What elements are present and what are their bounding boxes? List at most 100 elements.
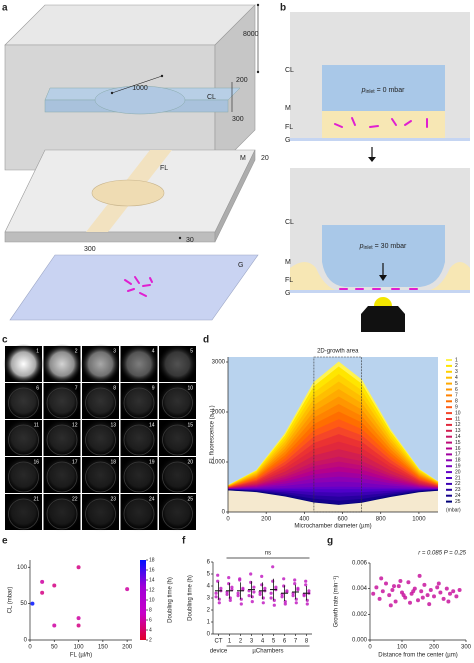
legend-label: 18 (455, 458, 461, 464)
series-line (227, 361, 439, 487)
frame-number: 15 (187, 422, 193, 428)
point (446, 599, 451, 604)
frame-glow (157, 381, 198, 421)
point (411, 589, 416, 594)
layer-label: CL (285, 219, 294, 226)
point (428, 587, 433, 592)
pressure-value: = 30 mbar (373, 243, 407, 250)
y-axis-label: Growth rate (min⁻¹) (334, 576, 340, 628)
x-tick-label: 200 (429, 645, 440, 651)
band (228, 467, 438, 489)
y-axis-label: CL (mbar) (8, 587, 14, 614)
point (396, 584, 401, 589)
layer-label: FL (285, 277, 293, 284)
pressure-value: = 0 mbar (375, 87, 405, 94)
band (228, 449, 438, 489)
cell (334, 123, 343, 128)
glass (9, 254, 259, 321)
point (260, 574, 264, 579)
frame-glow (157, 492, 198, 532)
point (436, 581, 441, 586)
legend-label: 3 (455, 369, 458, 375)
legend-label: 11 (455, 416, 460, 422)
series-line (227, 489, 439, 494)
legend-label: 2 (455, 363, 458, 369)
frame-number: 2 (75, 348, 78, 354)
legend-label: 10 (455, 410, 461, 416)
series-line (227, 481, 439, 490)
layer-label: FL (285, 124, 293, 131)
cell (127, 288, 135, 292)
frame-glow (80, 344, 121, 384)
x-tick-label: 1000 (412, 517, 426, 523)
frame-number: 6 (36, 385, 39, 391)
point (274, 585, 278, 589)
legend-label: 6 (455, 387, 458, 393)
box-top (4, 4, 256, 46)
glass (290, 290, 470, 293)
legend-label: 21 (455, 475, 461, 481)
point (241, 586, 245, 591)
series-line (227, 434, 439, 489)
frame-glow (42, 492, 82, 532)
dimension-label: 1000 (132, 85, 148, 92)
point (451, 589, 456, 594)
point (76, 565, 81, 570)
legend-label: 16 (455, 446, 461, 452)
chamber-edge (8, 498, 39, 530)
panel-label: a (2, 3, 8, 14)
frame-number: 24 (149, 496, 155, 502)
frame-glow (42, 344, 82, 384)
point (247, 594, 251, 598)
point (435, 585, 440, 590)
frame-glow (157, 418, 198, 458)
point (441, 596, 446, 601)
y-tick-label: 0.006 (352, 561, 368, 567)
point (444, 586, 449, 591)
point (125, 587, 130, 592)
colorbar-tick-label: 16 (149, 567, 155, 573)
layer-label: FL (160, 165, 168, 172)
arrow-head (379, 275, 387, 281)
y-tick-label: 0 (207, 632, 211, 638)
frame-number: 17 (72, 459, 78, 465)
legend-label: 1 (455, 357, 458, 363)
x-tick-label: 100 (74, 645, 85, 651)
legend-label: 22 (455, 481, 461, 487)
objective (361, 306, 405, 314)
box-side (214, 4, 256, 171)
y-tick-label: 0 (222, 510, 226, 516)
cell (124, 279, 132, 285)
band (228, 472, 438, 490)
dimension-label: 8000 (243, 31, 259, 38)
colorbar-tick-label: 2 (149, 637, 152, 643)
x-tick-label: 200 (261, 517, 272, 523)
x-tick-label: 600 (338, 517, 349, 523)
point (236, 591, 240, 595)
pressure-subscript: inlet (364, 245, 374, 251)
chamber (94, 85, 186, 115)
y-tick-label: 5 (207, 572, 211, 578)
x-tick-label: 0 (368, 645, 372, 651)
point (401, 593, 406, 598)
layer-label: G (238, 262, 243, 269)
series-line (227, 489, 439, 498)
pressure-subscript: inlet (365, 89, 375, 95)
x-tick-label: 0 (28, 645, 32, 651)
cl-chamber (322, 225, 445, 287)
point (40, 579, 45, 584)
point (305, 602, 309, 606)
point (393, 599, 398, 604)
point (454, 594, 459, 599)
y-tick-label: 3000 (212, 360, 226, 366)
colorbar-tick-label: 6 (149, 617, 152, 623)
y-axis-label: FL fluorescence (a.u.) (210, 405, 216, 463)
colorbar-label: Doubling time (h) (168, 577, 174, 623)
point (293, 578, 297, 582)
cell (391, 118, 397, 126)
band (228, 462, 438, 489)
x-tick-label: 4 (261, 639, 265, 645)
point (258, 592, 262, 597)
layer-label: CL (207, 94, 216, 101)
